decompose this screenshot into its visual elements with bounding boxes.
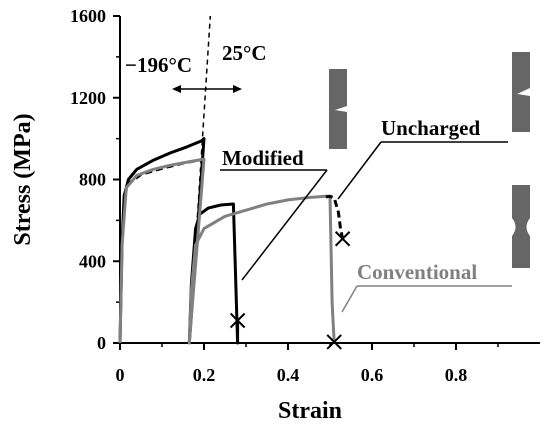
y-tick-label: 1200	[70, 88, 106, 108]
fracture-marker-stroke	[229, 312, 246, 329]
y-tick-label: 400	[79, 251, 106, 271]
temp-arrow-head-right	[233, 85, 242, 93]
axes: 0 0.2 0.4 0.6 0.8 0 400 800 1200 1600 Strain Stress…	[10, 6, 540, 424]
uncharged-leader	[337, 141, 382, 200]
annotation-uncharged: Uncharged	[381, 116, 480, 140]
annotation-temp-low: −196°C	[125, 53, 192, 77]
series-line-4	[325, 194, 345, 240]
x-tick-label: 0	[116, 365, 125, 385]
y-axis-title: Stress (MPa)	[10, 113, 36, 245]
y-tick-label: 800	[79, 170, 106, 190]
x-tick-label: 0.8	[445, 365, 468, 385]
series-line-1	[118, 137, 240, 345]
x-tick-label: 0.4	[277, 365, 300, 385]
notched-specimen-icon	[512, 52, 530, 132]
x-tick-label: 0.2	[193, 365, 216, 385]
smooth-specimen-icon	[512, 185, 530, 268]
temp-arrow-head-left	[172, 85, 181, 93]
annotation-temp-high: 25°C	[222, 41, 267, 65]
fracture-marker	[334, 231, 351, 247]
x-tick-label: 0.6	[361, 365, 384, 385]
fracture-marker-stroke	[334, 231, 351, 247]
fracture-marker	[326, 334, 342, 350]
fracture-marker-stroke	[326, 334, 342, 350]
annotation-modified: Modified	[222, 146, 304, 170]
notched-specimen-icon	[329, 69, 347, 149]
conventional-leader	[341, 285, 358, 313]
modified-leader	[241, 169, 328, 281]
curves	[118, 15, 345, 345]
y-tick-label: 0	[97, 333, 106, 353]
fracture-marker	[229, 312, 246, 329]
y-tick-label: 1600	[70, 6, 106, 26]
annotation-conventional: Conventional	[357, 260, 477, 284]
series-line-3	[118, 157, 336, 345]
x-axis-title: Strain	[278, 398, 342, 424]
fracture-markers	[229, 231, 351, 350]
annotations: −196°C 25°C Modified Uncharged Conventional	[125, 41, 530, 313]
